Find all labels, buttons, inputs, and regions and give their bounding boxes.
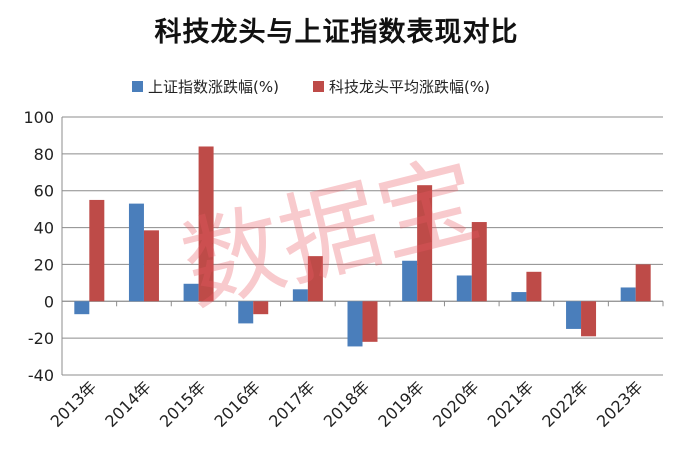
bar-shanghai-2021年 xyxy=(511,292,527,302)
bar-tech-2016年 xyxy=(253,301,269,315)
bar-tech-2018年 xyxy=(362,301,378,342)
x-tick-label: 2018年 xyxy=(320,377,374,431)
bar-shanghai-2017年 xyxy=(292,289,308,302)
x-tick-label: 2023年 xyxy=(593,377,647,431)
bar-shanghai-2023年 xyxy=(620,287,636,302)
y-tick-label: 0 xyxy=(44,292,54,311)
x-tick-label: 2013年 xyxy=(47,377,101,431)
legend-swatch-shanghai xyxy=(132,81,143,92)
y-tick-label: 100 xyxy=(23,108,54,127)
x-tick-label: 2014年 xyxy=(101,377,155,431)
bar-shanghai-2022年 xyxy=(566,301,582,329)
bar-tech-2022年 xyxy=(581,301,597,337)
x-tick-label: 2020年 xyxy=(429,377,483,431)
legend-label-tech: 科技龙头平均涨跌幅(%) xyxy=(328,78,490,96)
x-tick-label: 2017年 xyxy=(265,377,319,431)
bar-shanghai-2016年 xyxy=(238,301,254,324)
legend-label-shanghai: 上证指数涨跌幅(%) xyxy=(148,78,279,96)
y-tick-label: 40 xyxy=(34,219,54,238)
y-tick-label: -20 xyxy=(28,329,54,348)
bar-shanghai-2013年 xyxy=(74,301,90,315)
legend-item-shanghai: 上证指数涨跌幅(%) xyxy=(132,76,279,97)
y-tick-label: 80 xyxy=(34,145,54,164)
bar-tech-2021年 xyxy=(526,271,542,302)
x-tick-label: 2021年 xyxy=(484,377,538,431)
bar-tech-2015年 xyxy=(198,146,214,302)
bar-tech-2023年 xyxy=(635,264,651,302)
bar-tech-2020年 xyxy=(471,222,487,302)
bar-shanghai-2015年 xyxy=(183,283,199,302)
bar-shanghai-2018年 xyxy=(347,301,363,347)
x-tick-label: 2019年 xyxy=(374,377,428,431)
bar-tech-2019年 xyxy=(417,185,433,302)
legend: 上证指数涨跌幅(%) 科技龙头平均涨跌幅(%) xyxy=(132,76,524,97)
x-tick-label: 2015年 xyxy=(156,377,210,431)
legend-item-tech: 科技龙头平均涨跌幅(%) xyxy=(312,76,490,97)
bar-tech-2017年 xyxy=(307,256,323,302)
chart-title: 科技龙头与上证指数表现对比 xyxy=(154,17,519,48)
bar-shanghai-2014年 xyxy=(128,203,144,302)
y-tick-label: 20 xyxy=(34,255,54,274)
bar-shanghai-2019年 xyxy=(402,260,418,302)
x-tick-label: 2022年 xyxy=(538,377,592,431)
y-tick-label: -40 xyxy=(28,366,54,385)
watermark: 数据宝 xyxy=(171,140,490,326)
bar-tech-2014年 xyxy=(143,230,159,302)
legend-swatch-tech xyxy=(312,81,324,92)
y-tick-label: 60 xyxy=(34,182,54,201)
x-tick-label: 2016年 xyxy=(211,377,265,431)
bar-tech-2013年 xyxy=(89,199,105,302)
bar-shanghai-2020年 xyxy=(456,275,472,302)
